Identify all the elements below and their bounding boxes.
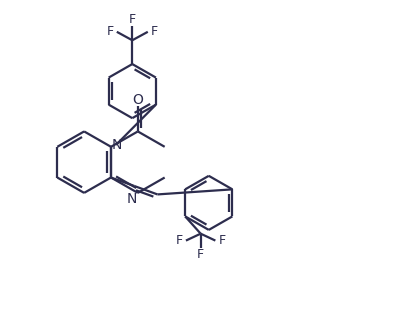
- Text: O: O: [132, 93, 143, 107]
- Text: F: F: [175, 234, 182, 247]
- Text: F: F: [151, 25, 158, 38]
- Text: F: F: [106, 25, 114, 38]
- Text: N: N: [112, 138, 122, 152]
- Text: F: F: [197, 248, 204, 261]
- Text: F: F: [129, 13, 136, 26]
- Text: N: N: [127, 192, 137, 206]
- Text: F: F: [219, 234, 226, 247]
